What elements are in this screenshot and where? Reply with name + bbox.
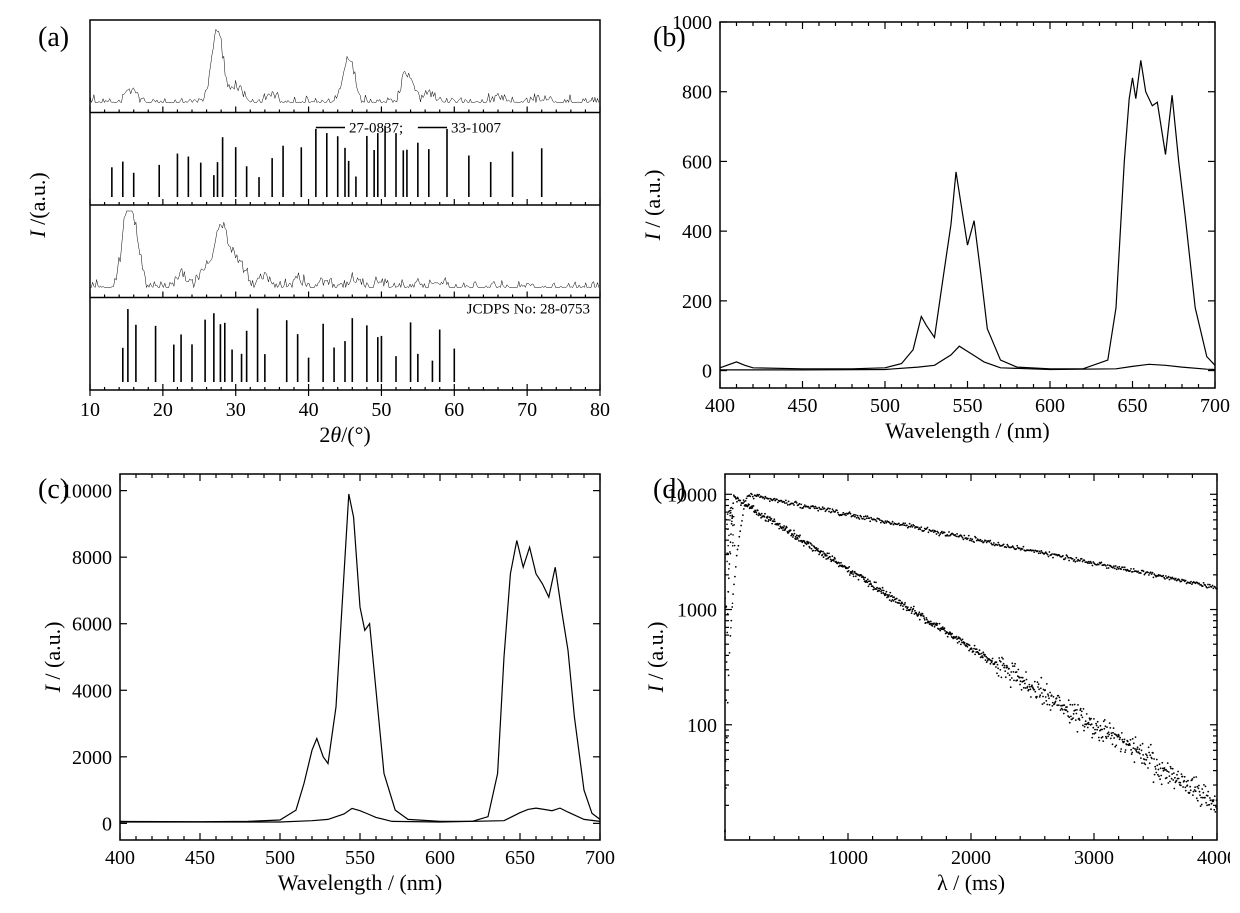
svg-text:0: 0 — [702, 361, 712, 383]
svg-text:(a): (a) — [38, 22, 69, 53]
svg-text:450: 450 — [185, 847, 215, 869]
svg-text:70: 70 — [517, 399, 537, 421]
chart-b: 40045050055060065070002004006008001000Wa… — [625, 10, 1230, 450]
svg-text:600: 600 — [425, 847, 455, 869]
svg-text:I / (a.u.): I / (a.u.) — [643, 621, 668, 693]
chart-c: 400 450 500 550 600 650 700 0 2000 4000 6000 8000 10… — [10, 462, 615, 902]
svg-text:20: 20 — [153, 399, 173, 421]
svg-text:100: 100 — [687, 714, 717, 736]
svg-text:600: 600 — [1035, 395, 1065, 417]
svg-text:2000: 2000 — [72, 746, 112, 768]
svg-text:3000: 3000 — [1074, 847, 1114, 869]
svg-text:700: 700 — [585, 847, 615, 869]
svg-text:10000: 10000 — [62, 480, 112, 502]
chart-a: 10 20 30 40 50 60 70 80 2θ/(°) I /(a.u.) (a) 27-083… — [10, 10, 615, 450]
svg-text:6000: 6000 — [72, 613, 112, 635]
svg-text:700: 700 — [1200, 395, 1230, 417]
svg-text:400: 400 — [682, 221, 712, 243]
svg-text:27-0837;: 27-0837; — [349, 121, 403, 137]
svg-text:800: 800 — [682, 82, 712, 104]
svg-text:80: 80 — [590, 399, 610, 421]
svg-text:8000: 8000 — [72, 547, 112, 569]
svg-text:4000: 4000 — [72, 680, 112, 702]
svg-text:I / (a.u.): I / (a.u.) — [40, 621, 65, 693]
svg-text:1000: 1000 — [828, 847, 868, 869]
svg-text:50: 50 — [371, 399, 391, 421]
svg-text:550: 550 — [953, 395, 983, 417]
svg-text:400: 400 — [705, 395, 735, 417]
svg-text:(d): (d) — [653, 474, 686, 505]
svg-text:0: 0 — [102, 813, 112, 835]
svg-text:650: 650 — [1118, 395, 1148, 417]
svg-text:30: 30 — [226, 399, 246, 421]
svg-text:(c): (c) — [38, 474, 69, 505]
svg-text:200: 200 — [682, 291, 712, 313]
svg-text:550: 550 — [345, 847, 375, 869]
svg-text:650: 650 — [505, 847, 535, 869]
svg-text:λ / (ms): λ / (ms) — [937, 870, 1005, 895]
svg-text:JCDPS No: 28-0753: JCDPS No: 28-0753 — [467, 302, 590, 318]
panel-b: 40045050055060065070002004006008001000Wa… — [625, 10, 1230, 452]
svg-text:10: 10 — [80, 399, 100, 421]
svg-text:1000: 1000 — [677, 599, 717, 621]
svg-text:60: 60 — [444, 399, 464, 421]
svg-text:4000: 4000 — [1197, 847, 1230, 869]
svg-text:33-1007: 33-1007 — [451, 121, 501, 137]
panel-a: 10 20 30 40 50 60 70 80 2θ/(°) I /(a.u.) (a) 27-083… — [10, 10, 615, 452]
svg-text:I /(a.u.): I /(a.u.) — [25, 172, 50, 238]
svg-text:I / (a.u.): I / (a.u.) — [640, 170, 665, 242]
panel-d: 1000200030004000100100010000λ / (ms)I / … — [625, 462, 1230, 904]
svg-text:2θ/(°): 2θ/(°) — [319, 422, 370, 447]
svg-text:500: 500 — [870, 395, 900, 417]
svg-text:Wavelength / (nm): Wavelength / (nm) — [278, 870, 442, 895]
svg-text:600: 600 — [682, 151, 712, 173]
svg-text:2000: 2000 — [951, 847, 991, 869]
svg-text:Wavelength / (nm): Wavelength / (nm) — [885, 418, 1049, 443]
svg-text:400: 400 — [105, 847, 135, 869]
svg-text:40: 40 — [299, 399, 319, 421]
svg-text:500: 500 — [265, 847, 295, 869]
panel-c: 400 450 500 550 600 650 700 0 2000 4000 6000 8000 10… — [10, 462, 615, 904]
svg-text:450: 450 — [788, 395, 818, 417]
svg-text:(b): (b) — [653, 22, 686, 53]
chart-d: 1000200030004000100100010000λ / (ms)I / … — [625, 462, 1230, 902]
